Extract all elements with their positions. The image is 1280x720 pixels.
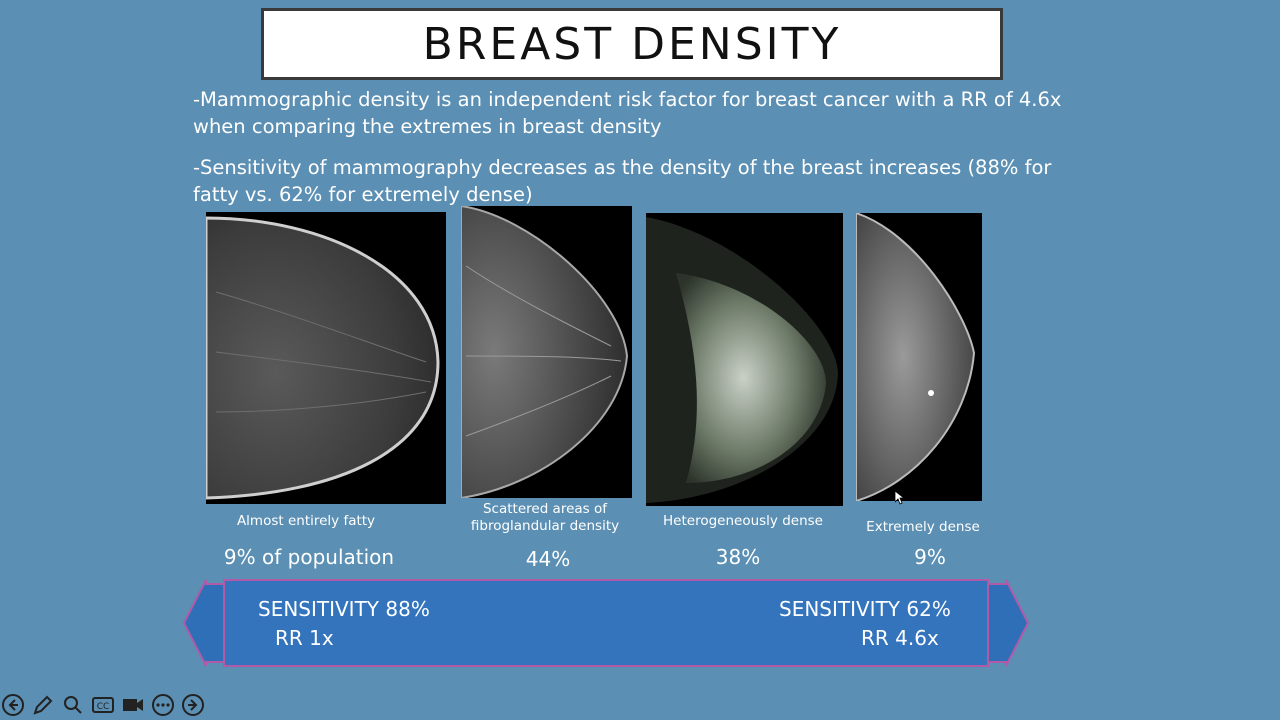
zoom-icon: [64, 696, 82, 714]
video-camera-icon: [123, 699, 143, 711]
mammogram-extremely-dense-image: [856, 213, 982, 501]
arrow-left-icon: [2, 694, 24, 716]
zoom-button[interactable]: [60, 692, 86, 718]
closed-caption-icon: CC: [92, 697, 114, 713]
slide-title-box: BREAST DENSITY: [261, 8, 1003, 80]
closed-caption-button[interactable]: CC: [90, 692, 116, 718]
percent-scattered: 44%: [525, 547, 571, 571]
caption-heterogeneous: Heterogeneously dense: [663, 513, 823, 529]
right-rr-label: RR 4.6x: [861, 626, 939, 650]
bullet-density-risk: -Mammographic density is an independent …: [193, 88, 1062, 138]
caption-scattered: Scattered areas of fibroglandular densit…: [470, 501, 620, 534]
slide-title: BREAST DENSITY: [422, 18, 842, 70]
caption-extremely-dense: Extremely dense: [866, 519, 980, 535]
sensitivity-double-arrow: SENSITIVITY 88% RR 1x SENSITIVITY 62% RR…: [182, 578, 1030, 668]
next-slide-button[interactable]: [180, 692, 206, 718]
pen-tool-button[interactable]: [30, 692, 56, 718]
left-rr-label: RR 1x: [275, 626, 334, 650]
caption-fatty: Almost entirely fatty: [236, 513, 376, 529]
pen-icon: [33, 695, 53, 715]
percent-extremely-dense: 9%: [914, 545, 946, 569]
video-button[interactable]: [120, 692, 146, 718]
svg-text:CC: CC: [97, 702, 110, 712]
percent-fatty: 9% of population: [223, 545, 395, 569]
mouse-cursor-icon: [894, 490, 906, 510]
left-sensitivity-label: SENSITIVITY 88%: [258, 597, 430, 621]
mammogram-scattered-image: [461, 206, 632, 498]
bullet-sensitivity: -Sensitivity of mammography decreases as…: [193, 156, 1052, 206]
more-options-button[interactable]: [150, 692, 176, 718]
previous-slide-button[interactable]: [0, 692, 26, 718]
mammogram-fatty-image: [206, 212, 446, 504]
presentation-toolbar: CC: [0, 692, 206, 718]
arrow-right-icon: [182, 694, 204, 716]
right-sensitivity-label: SENSITIVITY 62%: [779, 597, 951, 621]
percent-heterogeneous: 38%: [715, 545, 761, 569]
more-options-icon: [152, 694, 174, 716]
mammogram-heterogeneous-image: [646, 213, 843, 506]
